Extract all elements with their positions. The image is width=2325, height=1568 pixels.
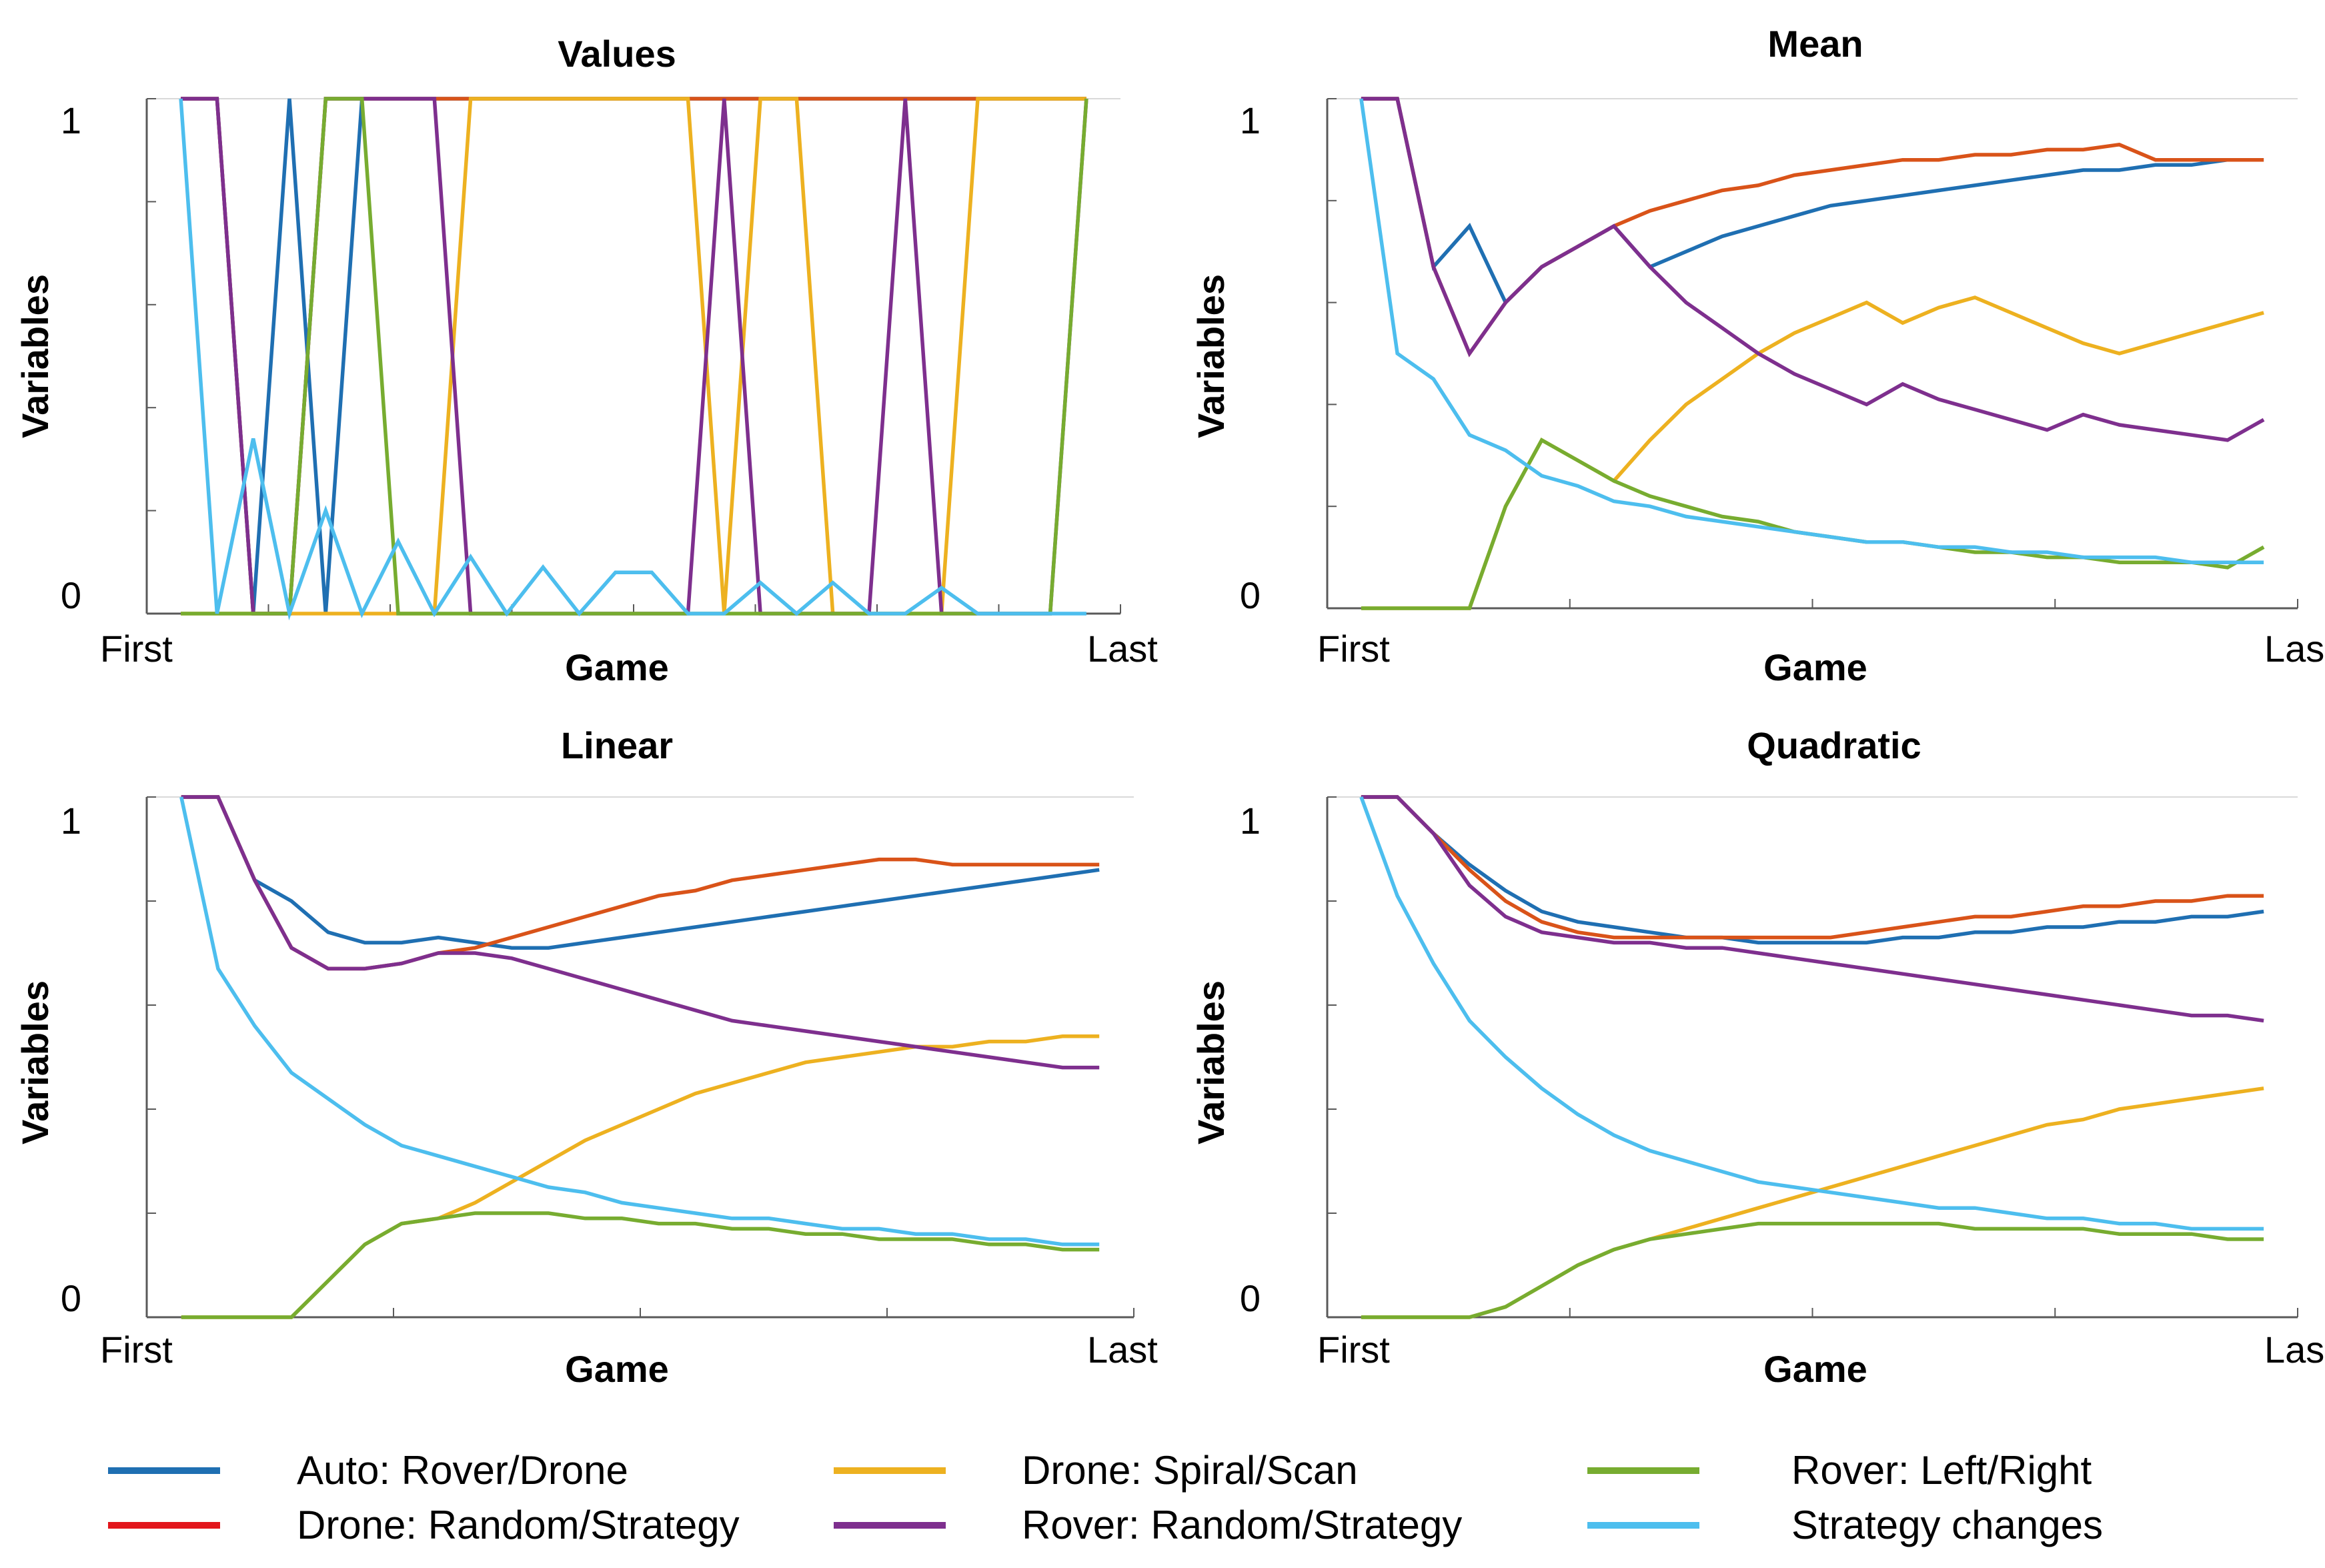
y-tick-label: 0 bbox=[61, 1277, 81, 1319]
series-line-strat bbox=[1359, 98, 2264, 564]
x-tick-label: Last bbox=[2264, 1329, 2325, 1371]
y-axis-label: Variables bbox=[1190, 274, 1232, 438]
x-tick-label: First bbox=[100, 1329, 173, 1371]
panel-quadratic: Quadratic Game Variables First Last 1 0 bbox=[1190, 724, 2325, 1390]
series-line-auto bbox=[1361, 795, 2264, 945]
series-line-rover_lr bbox=[1361, 1221, 2264, 1319]
panel-title: Mean bbox=[1767, 23, 1863, 65]
y-tick-label: 0 bbox=[61, 574, 81, 616]
y-tick-label: 0 bbox=[1240, 574, 1261, 616]
panel-title: Quadratic bbox=[1747, 724, 1921, 766]
y-tick-label: 1 bbox=[1240, 800, 1261, 842]
panel-title: Linear bbox=[561, 724, 673, 766]
series-line-drone_ss bbox=[181, 1034, 1100, 1319]
y-tick-label: 1 bbox=[61, 99, 81, 141]
x-tick-label: First bbox=[1317, 1329, 1390, 1371]
panel-title: Values bbox=[558, 33, 676, 75]
x-tick-label: Last bbox=[1087, 628, 1158, 670]
series-line-drone_rs bbox=[1361, 795, 2264, 940]
legend-label-auto: Auto: Rover/Drone bbox=[297, 1448, 628, 1493]
y-axis-label: Variables bbox=[14, 980, 56, 1144]
legend-label-drone_ss: Drone: Spiral/Scan bbox=[1022, 1448, 1358, 1493]
legend: Auto: Rover/Drone Drone: Random/Strategy D… bbox=[108, 1448, 2103, 1547]
series-line-rover_lr bbox=[1361, 438, 2265, 610]
series-line-rover_lr bbox=[181, 97, 1088, 616]
panel-mean: Mean Game Variables First Last 1 0 bbox=[1190, 23, 2325, 688]
series-line-rover_lr bbox=[181, 1211, 1100, 1319]
y-tick-label: 1 bbox=[1240, 99, 1261, 141]
x-tick-label: First bbox=[1317, 628, 1390, 670]
legend-label-rover_lr: Rover: Left/Right bbox=[1791, 1448, 2092, 1493]
series-line-rover_rs bbox=[1361, 97, 2265, 442]
series-line-strat bbox=[179, 98, 1086, 621]
panel-linear: Linear Game Variables First Last 1 0 bbox=[14, 724, 1158, 1390]
series-line-rover_rs bbox=[1361, 795, 2264, 1023]
x-tick-label: First bbox=[100, 628, 173, 670]
x-axis-label: Game bbox=[565, 1348, 669, 1390]
x-axis-label: Game bbox=[1763, 646, 1867, 688]
series-line-drone_ss bbox=[1361, 1086, 2264, 1319]
x-axis-label: Game bbox=[565, 646, 669, 688]
y-axis-label: Variables bbox=[1190, 980, 1232, 1144]
panel-values: Values Game Variables First Last 1 0 bbox=[14, 33, 1158, 688]
x-tick-label: Last bbox=[2264, 628, 2325, 670]
x-tick-label: Last bbox=[1087, 1329, 1158, 1371]
series-line-drone_rs bbox=[181, 795, 1100, 971]
legend-label-drone_rs: Drone: Random/Strategy bbox=[297, 1503, 740, 1547]
series-line-strat bbox=[179, 796, 1100, 1247]
series-line-auto bbox=[1361, 97, 2264, 306]
series-line-strat bbox=[1359, 796, 2264, 1231]
y-axis-label: Variables bbox=[14, 274, 56, 438]
x-axis-label: Game bbox=[1763, 1348, 1867, 1390]
legend-label-rover_rs: Rover: Random/Strategy bbox=[1022, 1503, 1462, 1547]
y-tick-label: 1 bbox=[61, 800, 81, 842]
series-line-rover_rs bbox=[181, 795, 1100, 1070]
series-line-auto bbox=[181, 795, 1100, 950]
y-tick-label: 0 bbox=[1240, 1277, 1261, 1319]
legend-label-strat: Strategy changes bbox=[1791, 1503, 2103, 1547]
